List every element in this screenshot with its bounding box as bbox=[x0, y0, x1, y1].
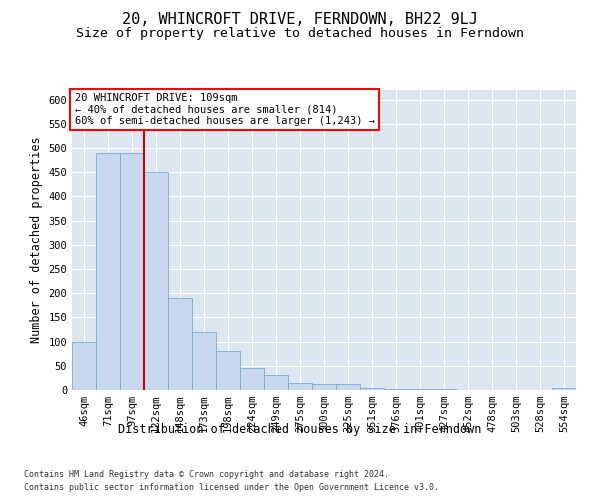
Bar bbox=[144, 172, 168, 390]
Text: Size of property relative to detached houses in Ferndown: Size of property relative to detached ho… bbox=[76, 28, 524, 40]
Bar bbox=[336, 384, 360, 390]
Bar bbox=[552, 388, 576, 390]
Bar bbox=[360, 388, 384, 390]
Bar bbox=[384, 389, 408, 390]
Bar bbox=[432, 389, 456, 390]
Text: Distribution of detached houses by size in Ferndown: Distribution of detached houses by size … bbox=[118, 422, 482, 436]
Bar bbox=[120, 153, 144, 390]
Bar bbox=[408, 389, 432, 390]
Bar bbox=[168, 298, 192, 390]
Y-axis label: Number of detached properties: Number of detached properties bbox=[30, 136, 43, 344]
Bar bbox=[264, 376, 288, 390]
Text: 20 WHINCROFT DRIVE: 109sqm
← 40% of detached houses are smaller (814)
60% of sem: 20 WHINCROFT DRIVE: 109sqm ← 40% of deta… bbox=[74, 93, 374, 126]
Text: Contains HM Land Registry data © Crown copyright and database right 2024.: Contains HM Land Registry data © Crown c… bbox=[24, 470, 389, 479]
Bar bbox=[192, 332, 216, 390]
Text: Contains public sector information licensed under the Open Government Licence v3: Contains public sector information licen… bbox=[24, 482, 439, 492]
Bar bbox=[312, 384, 336, 390]
Bar bbox=[72, 342, 96, 390]
Bar bbox=[216, 352, 240, 390]
Bar bbox=[240, 368, 264, 390]
Text: 20, WHINCROFT DRIVE, FERNDOWN, BH22 9LJ: 20, WHINCROFT DRIVE, FERNDOWN, BH22 9LJ bbox=[122, 12, 478, 28]
Bar bbox=[96, 153, 120, 390]
Bar bbox=[288, 382, 312, 390]
